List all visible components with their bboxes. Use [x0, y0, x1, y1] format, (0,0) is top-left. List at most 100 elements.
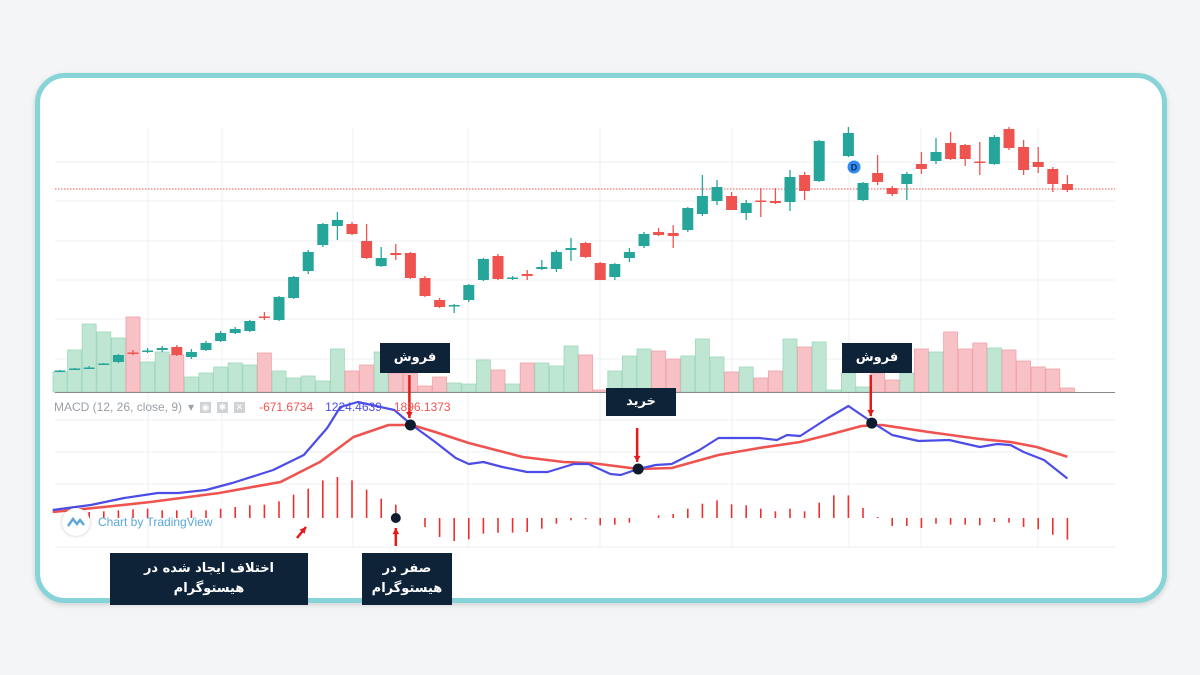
- volume-bar: [96, 331, 112, 393]
- candle-up: [550, 252, 562, 269]
- volume-bar: [461, 383, 477, 393]
- histogram-value: -671.6734: [259, 400, 314, 414]
- candle-down: [1047, 169, 1059, 184]
- annotation-arrow-sell1-head: [406, 411, 413, 418]
- sell-annotation-2: فروش: [842, 343, 912, 373]
- volume-bar: [987, 347, 1002, 393]
- volume-bar: [782, 338, 798, 393]
- volume-bar: [519, 362, 535, 393]
- crossover-dot: [866, 417, 878, 429]
- volume-bar: [359, 364, 375, 393]
- candle-up: [244, 321, 256, 331]
- candle-down: [127, 352, 139, 354]
- candle-down: [594, 263, 606, 280]
- tradingview-watermark[interactable]: Chart by TradingView: [62, 508, 213, 536]
- volume-bar: [52, 371, 68, 393]
- volume-bar: [914, 348, 929, 393]
- volume-bar: [432, 376, 448, 393]
- candle-down: [667, 233, 679, 236]
- candle-down: [653, 232, 665, 235]
- macd-value: 1224.4639: [325, 400, 382, 414]
- candle-down: [1061, 184, 1073, 190]
- volume-bar: [1060, 387, 1075, 393]
- volume-bar: [928, 351, 944, 393]
- volume-bar: [315, 380, 331, 393]
- annotation-arrow-zero-head: [392, 528, 400, 535]
- candle-down: [915, 164, 927, 169]
- candle-down: [346, 224, 358, 234]
- macd-legend: MACD (12, 26, close, 9) ▾ ◉ ✱ ✕ -671.673…: [54, 400, 451, 414]
- volume-bar: [957, 348, 973, 393]
- annotation-arrow-sell2-head: [867, 410, 875, 417]
- annotation-arrow-divergence-head: [299, 527, 306, 534]
- volume-bar: [183, 376, 199, 393]
- candle-down: [726, 196, 738, 210]
- candle-up: [988, 137, 1000, 164]
- candle-up: [696, 196, 708, 214]
- volume-bar: [475, 359, 491, 393]
- candle-down: [755, 200, 767, 202]
- candle-down: [258, 316, 270, 318]
- candle-up: [331, 220, 343, 226]
- volume-bar: [870, 372, 885, 393]
- volume-bar: [622, 355, 637, 393]
- macd-line: [52, 400, 1069, 512]
- candle-up: [156, 348, 168, 350]
- volume-bar: [899, 372, 915, 393]
- candle-up: [711, 187, 723, 201]
- histogram-zero-dot: [390, 513, 401, 523]
- eye-icon[interactable]: ◉: [200, 401, 212, 413]
- candle-up: [638, 234, 650, 246]
- gear-icon[interactable]: ✱: [217, 401, 229, 413]
- volume-bar: [1016, 360, 1031, 393]
- candle-down: [1003, 129, 1015, 148]
- candle-down: [171, 347, 183, 355]
- candle-down: [521, 274, 533, 276]
- close-icon[interactable]: ✕: [234, 401, 246, 413]
- volume-bar: [344, 370, 360, 393]
- sell-annotation-1: فروش: [380, 343, 450, 373]
- candle-up: [857, 183, 869, 200]
- volume-bar: [256, 352, 272, 393]
- candle-down: [1018, 147, 1030, 170]
- candle-down: [434, 300, 446, 307]
- candle-up: [142, 350, 154, 352]
- volume-bar: [329, 348, 345, 393]
- volume-bar: [549, 365, 564, 393]
- volume-bar: [826, 389, 842, 393]
- candle-up: [317, 224, 329, 245]
- candle-up: [784, 177, 796, 202]
- volume-bar: [636, 348, 652, 393]
- signal-value: 1896.1373: [393, 400, 451, 414]
- candle-up: [930, 152, 942, 161]
- volume-bar: [680, 355, 696, 393]
- candle-up: [623, 252, 635, 258]
- volume-bar: [67, 349, 82, 393]
- candle-down: [959, 145, 971, 159]
- volume-bar: [227, 362, 243, 393]
- candle-up: [813, 141, 825, 181]
- volume-bar: [490, 369, 506, 393]
- candle-up: [507, 277, 519, 279]
- volume-bar: [651, 350, 666, 393]
- volume-bar: [709, 356, 725, 393]
- candle-up: [200, 343, 212, 350]
- volume-bar: [738, 366, 754, 393]
- volume-bar: [154, 351, 170, 393]
- volume-bar: [417, 385, 433, 393]
- candle-up: [229, 329, 241, 333]
- candle-down: [1032, 162, 1044, 167]
- volume-bar: [286, 377, 302, 393]
- volume-bar: [140, 361, 156, 393]
- candle-up: [682, 208, 694, 230]
- dropdown-icon[interactable]: ▾: [188, 400, 195, 414]
- macd-legend-label: MACD (12, 26, close, 9): [54, 400, 183, 414]
- candle-up: [288, 277, 300, 298]
- tradingview-logo-icon: [62, 508, 90, 536]
- signal-line: [52, 423, 1068, 514]
- volume-bar: [1001, 349, 1017, 393]
- candle-down: [580, 243, 592, 257]
- volume-bar: [972, 342, 988, 393]
- volume-bar: [242, 364, 258, 393]
